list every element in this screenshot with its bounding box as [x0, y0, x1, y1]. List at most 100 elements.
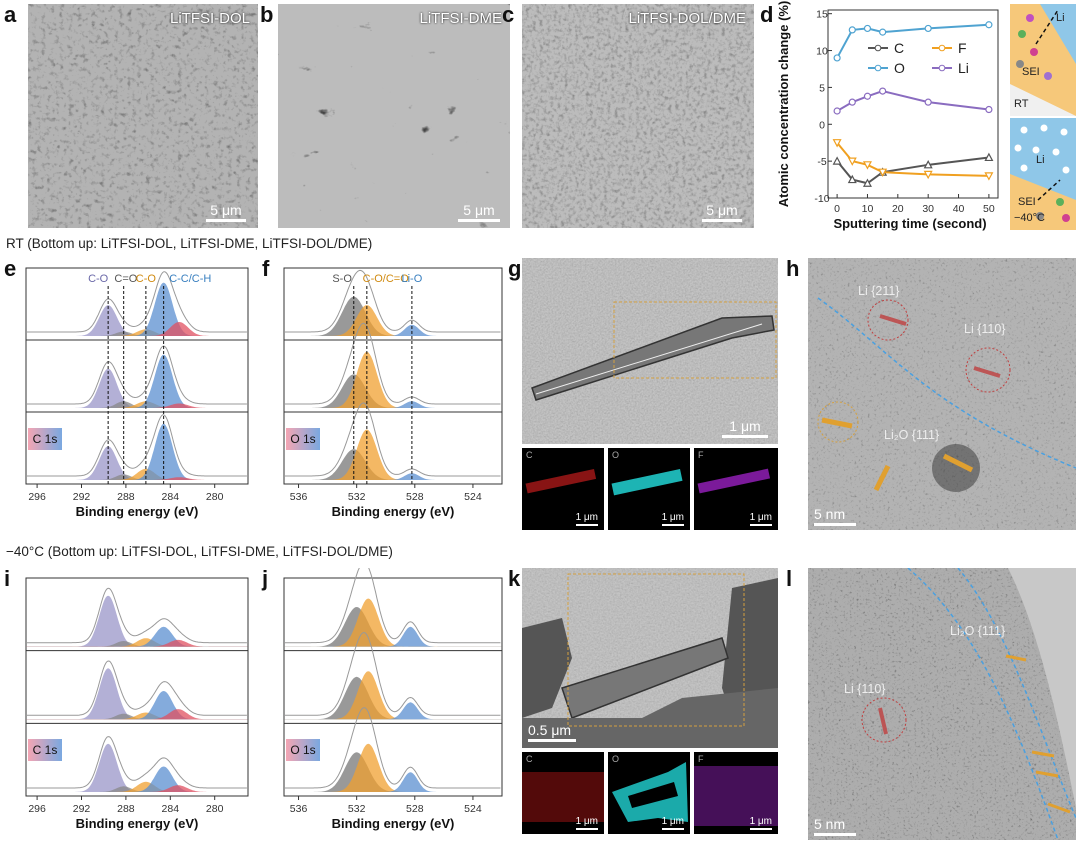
xps-e-xlabel: Binding energy (eV) — [76, 504, 199, 519]
xps-j-xtick-label: 532 — [348, 803, 366, 815]
scalebar-b: 5 μm — [458, 202, 500, 222]
xps-e-envelope — [26, 271, 247, 333]
xps-i-peak — [26, 668, 248, 720]
scalebar-l: 5 nm — [814, 816, 856, 836]
xps-e-peak — [26, 322, 248, 336]
xps-e-xtick-label: 292 — [73, 491, 91, 503]
xps-f-peak — [284, 296, 502, 336]
xps-e-peak — [26, 329, 248, 336]
xps-j-xlabel: Binding energy (eV) — [332, 816, 455, 831]
chart-d-xtick-label: 10 — [862, 203, 874, 215]
xps-e-xtick-label: 296 — [28, 491, 46, 503]
xps-i-envelope — [26, 736, 247, 789]
xps-f-xtick-label: 528 — [406, 491, 424, 503]
xps-i-peak — [26, 785, 248, 792]
xps-c1s-cold: 296 292 288 284 280 Binding energy (eV) — [25, 577, 249, 831]
xps-i-envelope — [26, 660, 247, 716]
xps-o1s-rt: 536 532 528 524 Binding energy (eV) S-O C-O/C=… — [283, 267, 503, 519]
tem-image-k: 0.5 μm — [522, 568, 778, 748]
chart-d-line-C — [836, 156, 990, 185]
chart-d-point-C — [923, 160, 933, 169]
xps-e-peak — [26, 305, 248, 336]
xps-e-envelope — [26, 345, 247, 405]
panel-letter-k: k — [508, 566, 521, 591]
sem-label-a: LiTFSI-DOL — [169, 10, 250, 27]
xps-f-peak — [284, 374, 502, 408]
xps-e-peak — [26, 354, 248, 408]
chart-d-point-Li — [848, 98, 856, 106]
chart-d-legend-label-C: C — [894, 40, 904, 56]
xps-i-peak — [26, 595, 248, 647]
xps-f-peak — [284, 449, 502, 480]
chart-d-xtick-label: 30 — [922, 203, 934, 215]
chart-d-point-F — [878, 168, 888, 177]
xps-f-frame — [283, 267, 503, 485]
sem-image-b: LiTFSI-DME 5 μm — [278, 4, 510, 228]
xps-j-envelope — [284, 707, 501, 789]
chart-d-point-C — [862, 178, 872, 187]
panel-letter-h: h — [786, 256, 800, 281]
chart-d-point-Li — [863, 92, 872, 100]
chart-d-point-F — [832, 139, 842, 148]
chart-d-ytick-label: 0 — [819, 119, 825, 131]
c1s-badge-rt: C 1s — [28, 428, 62, 450]
chart-d-xlabel: Sputtering time (second) — [833, 216, 986, 231]
scalebar-k: 0.5 μm — [528, 722, 576, 742]
schematic-rt-sei: SEI — [1022, 66, 1040, 78]
xps-e-peak — [26, 468, 248, 480]
xps-i-peak — [26, 781, 248, 792]
xps-j-envelope — [284, 631, 501, 716]
scalebar-a: 5 μm — [206, 202, 246, 222]
chart-d-xtick-label: 20 — [892, 203, 904, 215]
chart-d-point-C — [847, 174, 857, 184]
chart-d-point-Li — [985, 105, 993, 114]
xps-j-xtick-label: 524 — [464, 803, 482, 815]
chart-d-point-Li — [879, 87, 887, 95]
panel-letter-g: g — [508, 256, 522, 281]
xps-f-envelope — [284, 322, 501, 405]
xps-e-peak-label: C=O — [114, 273, 137, 285]
xps-i-xtick-label: 292 — [73, 803, 91, 815]
chart-d-point-F — [923, 170, 933, 180]
xps-f-envelope — [284, 269, 501, 333]
xps-f-xlabel: Binding energy (eV) — [332, 504, 455, 519]
chart-d-ytick-label: -5 — [817, 156, 826, 168]
xps-i-xtick-label: 288 — [117, 803, 135, 815]
chart-d-xtick-label: 40 — [953, 203, 965, 215]
chart-d-plot-frame — [827, 9, 999, 199]
schematic-cold-label: −40°C — [1014, 212, 1046, 224]
scalebar-g: 1 μm — [722, 418, 768, 438]
xps-e-peak-label: C-O — [136, 273, 157, 285]
chart-d-line-Li — [836, 90, 990, 112]
xps-e-xtick-label: 284 — [162, 491, 180, 503]
panel-letter-a: a — [4, 2, 17, 27]
sei-schematic: Li SEI RT Li SEI −40°C — [1010, 4, 1076, 230]
xps-i-peak — [26, 639, 248, 647]
xps-j-peak — [284, 598, 502, 647]
xps-f-peak-label: S-O — [332, 273, 352, 285]
xps-i-peak — [26, 709, 248, 720]
xps-i-frame — [25, 577, 249, 797]
xps-e-xtick-label: 288 — [117, 491, 135, 503]
hrtem-image-h: Li {211} Li {110} Li₂O {111} 5 nm — [808, 258, 1076, 530]
scalebar-c: 5 μm — [702, 202, 742, 222]
chart-d-point-F — [862, 161, 872, 170]
xps-i-peak — [26, 638, 248, 647]
chart-d-point-F — [984, 172, 994, 181]
header-rt: RT (Bottom up: LiTFSI-DOL, LiTFSI-DME, L… — [6, 236, 373, 251]
xps-f-xtick-label: 524 — [464, 491, 482, 503]
xps-e-peak — [26, 282, 248, 336]
chart-d-ytick-label: -10 — [814, 193, 829, 205]
xps-i-xlabel: Binding energy (eV) — [76, 816, 199, 831]
xps-j-frame — [283, 577, 503, 797]
chart-d-legend-label-Li: Li — [958, 60, 969, 76]
xps-e-peak — [26, 401, 248, 408]
chart-d-point-O — [924, 24, 932, 33]
hrtem-label-li211: Li {211} — [858, 284, 900, 298]
